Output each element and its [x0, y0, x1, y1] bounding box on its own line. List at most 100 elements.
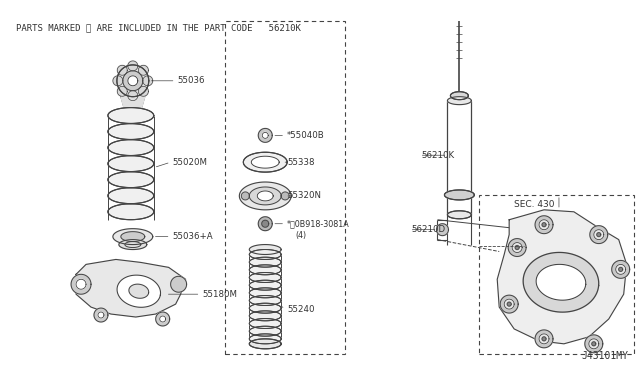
Polygon shape: [108, 140, 154, 155]
Polygon shape: [123, 71, 143, 91]
Polygon shape: [616, 264, 626, 274]
Polygon shape: [250, 303, 281, 313]
Polygon shape: [121, 232, 145, 241]
Polygon shape: [451, 92, 468, 100]
Polygon shape: [108, 204, 154, 220]
Polygon shape: [252, 156, 279, 168]
Polygon shape: [535, 330, 553, 348]
Polygon shape: [250, 288, 281, 298]
Polygon shape: [592, 342, 596, 346]
Bar: [225, 21, 345, 354]
Polygon shape: [113, 76, 123, 86]
Polygon shape: [129, 284, 148, 298]
Polygon shape: [250, 250, 281, 259]
Polygon shape: [117, 65, 148, 97]
Polygon shape: [239, 182, 291, 210]
Polygon shape: [143, 76, 153, 86]
Polygon shape: [241, 192, 250, 200]
Text: 55020M: 55020M: [173, 158, 207, 167]
Text: 55180M: 55180M: [202, 290, 237, 299]
Polygon shape: [257, 191, 273, 201]
Text: 55338: 55338: [287, 158, 315, 167]
Polygon shape: [508, 238, 526, 256]
Polygon shape: [108, 124, 154, 140]
Text: 56210D: 56210D: [412, 225, 445, 234]
Polygon shape: [259, 217, 272, 231]
Polygon shape: [250, 265, 281, 275]
Polygon shape: [542, 223, 546, 227]
Polygon shape: [500, 295, 518, 313]
Polygon shape: [250, 318, 281, 328]
Polygon shape: [436, 224, 449, 235]
Polygon shape: [138, 86, 148, 96]
Polygon shape: [542, 337, 546, 341]
Polygon shape: [250, 187, 281, 205]
Text: *␐0B918-3081A: *␐0B918-3081A: [287, 219, 350, 228]
Polygon shape: [108, 108, 154, 124]
Polygon shape: [523, 253, 599, 312]
Polygon shape: [138, 65, 148, 75]
Polygon shape: [128, 61, 138, 71]
Polygon shape: [250, 280, 281, 290]
Polygon shape: [447, 211, 471, 219]
Polygon shape: [117, 275, 161, 307]
Polygon shape: [535, 216, 553, 234]
Polygon shape: [590, 226, 608, 244]
Text: 55036: 55036: [178, 76, 205, 85]
Polygon shape: [589, 339, 599, 349]
Polygon shape: [250, 311, 281, 321]
Polygon shape: [113, 229, 153, 244]
Polygon shape: [71, 274, 91, 294]
Polygon shape: [504, 299, 514, 309]
Polygon shape: [156, 312, 170, 326]
Polygon shape: [447, 97, 471, 105]
Polygon shape: [117, 65, 127, 75]
Text: 56210K: 56210K: [422, 151, 454, 160]
Text: PARTS MARKED 工 ARE INCLUDED IN THE PART CODE   56210K: PARTS MARKED 工 ARE INCLUDED IN THE PART …: [17, 23, 301, 32]
Polygon shape: [444, 190, 474, 200]
Polygon shape: [243, 152, 287, 172]
Polygon shape: [596, 232, 601, 237]
Polygon shape: [76, 259, 186, 317]
Polygon shape: [512, 243, 522, 253]
Bar: [479, 195, 634, 354]
Polygon shape: [250, 295, 281, 305]
Polygon shape: [250, 257, 281, 267]
Polygon shape: [594, 230, 604, 240]
Polygon shape: [250, 244, 281, 254]
Polygon shape: [121, 97, 145, 110]
Polygon shape: [507, 302, 511, 306]
Polygon shape: [76, 279, 86, 289]
Polygon shape: [262, 220, 269, 227]
Text: (4): (4): [295, 231, 306, 240]
Polygon shape: [250, 326, 281, 336]
Polygon shape: [160, 316, 166, 322]
Polygon shape: [497, 210, 627, 344]
Polygon shape: [108, 188, 154, 203]
Polygon shape: [585, 335, 603, 353]
Polygon shape: [250, 334, 281, 344]
Polygon shape: [94, 308, 108, 322]
Polygon shape: [108, 172, 154, 187]
Polygon shape: [539, 334, 549, 344]
Text: J43101MY: J43101MY: [582, 351, 628, 361]
Polygon shape: [171, 276, 187, 292]
Polygon shape: [128, 91, 138, 101]
Polygon shape: [108, 156, 154, 171]
Polygon shape: [259, 128, 272, 142]
Text: 55320N: 55320N: [287, 192, 321, 201]
Text: SEC. 430: SEC. 430: [514, 201, 555, 209]
Polygon shape: [619, 267, 623, 271]
Polygon shape: [281, 192, 289, 200]
Polygon shape: [250, 339, 281, 349]
Text: 55240: 55240: [287, 305, 315, 314]
Polygon shape: [262, 132, 268, 138]
Polygon shape: [536, 264, 586, 300]
Polygon shape: [119, 240, 147, 250]
Polygon shape: [128, 76, 138, 86]
Text: 55036+A: 55036+A: [173, 232, 213, 241]
Polygon shape: [515, 246, 519, 250]
Polygon shape: [539, 220, 549, 230]
Polygon shape: [250, 273, 281, 282]
Polygon shape: [612, 260, 630, 278]
